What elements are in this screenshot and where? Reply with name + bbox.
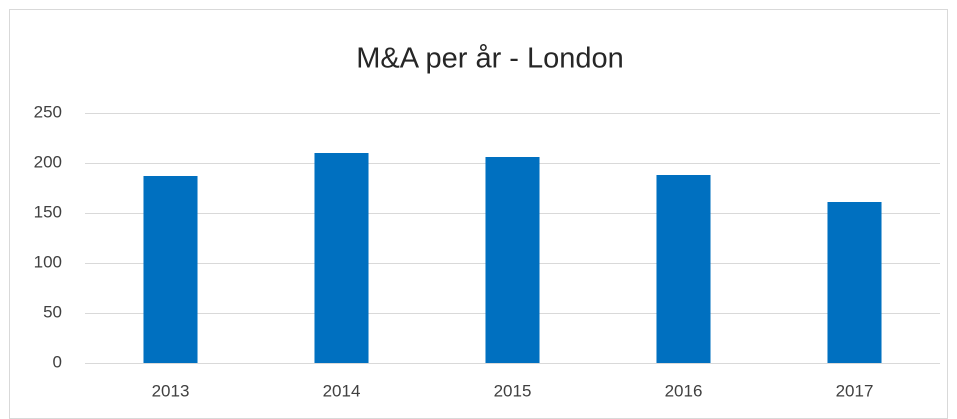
bar [314, 153, 369, 363]
x-tick-label: 2015 [494, 381, 532, 400]
bar [656, 175, 711, 363]
y-tick-label: 50 [43, 302, 62, 321]
bar [485, 157, 540, 363]
x-tick-label: 2016 [665, 381, 703, 400]
x-tick-label: 2017 [836, 381, 874, 400]
x-tick-label: 2013 [152, 381, 190, 400]
bar [143, 176, 198, 363]
bar [827, 202, 882, 363]
y-tick-label: 100 [34, 252, 62, 271]
y-tick-label: 200 [34, 152, 62, 171]
chart-title: M&A per år - London [356, 43, 624, 75]
x-tick-label: 2014 [323, 381, 361, 400]
y-tick-label: 0 [53, 352, 62, 371]
y-tick-label: 150 [34, 202, 62, 221]
y-tick-label: 250 [34, 102, 62, 121]
